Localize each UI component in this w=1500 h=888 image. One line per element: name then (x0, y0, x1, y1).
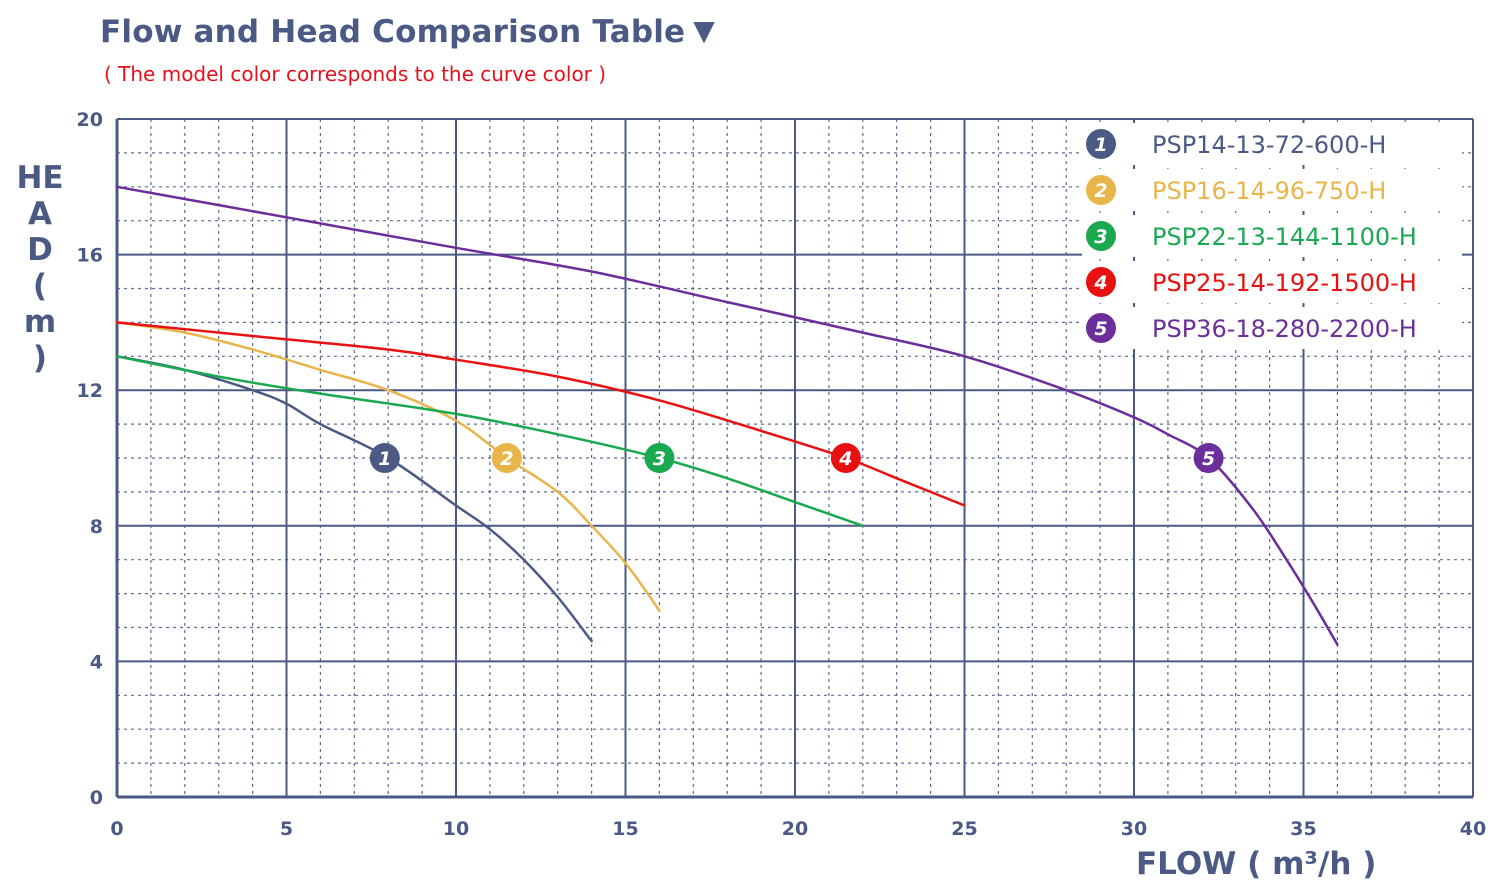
legend-marker-number-3: 3 (1094, 226, 1107, 248)
series-marker-number-1: 1 (378, 448, 391, 470)
series-marker-number-2: 2 (500, 448, 513, 470)
x-tick-label: 30 (1121, 818, 1147, 840)
legend-marker-number-1: 1 (1094, 134, 1107, 156)
legend-item-bg-1 (1082, 123, 1462, 165)
series-marker-4 (830, 443, 861, 473)
y-tick-label: 8 (90, 516, 103, 538)
legend-label-5: PSP36-18-280-2200-H (1152, 315, 1417, 343)
series-line-5 (115, 185, 1339, 646)
series-marker-5 (1193, 443, 1224, 473)
grid-major (115, 118, 1474, 799)
legend-item-bg-4 (1082, 261, 1462, 303)
x-tick-label: 40 (1460, 818, 1486, 840)
x-axis-label: FLOW ( m³/h ) (1136, 846, 1377, 882)
x-tick-label: 0 (110, 818, 123, 840)
y-axis-label: HEAD ( m ) (16, 160, 64, 376)
series-number-labels: 1 2 3 4 5 (369, 443, 1224, 473)
legend-marker-3 (1086, 221, 1116, 251)
legend-marker-1 (1086, 129, 1116, 159)
y-tick-label: 0 (90, 787, 103, 809)
series-marker-1 (369, 443, 400, 473)
series-marker-number-4: 4 (838, 448, 852, 470)
chart-subtitle: ( The model color corresponds to the cur… (104, 62, 607, 86)
x-tick-label: 25 (951, 818, 977, 840)
y-tick-label: 4 (90, 651, 103, 673)
chart-title-text: Flow and Head Comparison Table (100, 14, 686, 50)
x-tick-label: 35 (1290, 818, 1316, 840)
legend-item-bg-3 (1082, 215, 1462, 257)
chart-title: Flow and Head Comparison Table ▼ (100, 14, 715, 50)
legend-item-bg-2 (1082, 169, 1462, 211)
legend: 1 PSP14-13-72-600-H 2 PSP16-14-96-750-H 3 PSP… (1082, 123, 1462, 349)
series-marker-number-3: 3 (653, 448, 666, 470)
legend-label-3: PSP22-13-144-1100-H (1152, 223, 1417, 251)
legend-item-bg-5 (1082, 307, 1462, 349)
legend-marker-2 (1086, 175, 1116, 205)
x-tick-label: 10 (443, 818, 469, 840)
series-marker-3 (644, 443, 675, 473)
legend-marker-number-4: 4 (1093, 272, 1107, 294)
x-tick-label: 15 (612, 818, 638, 840)
series-line-4 (115, 321, 966, 507)
triangle-down-icon: ▼ (693, 14, 716, 47)
legend-marker-number-2: 2 (1094, 180, 1107, 202)
legend-marker-4 (1086, 267, 1116, 297)
series-line-2 (115, 321, 661, 612)
series-line-3 (115, 355, 865, 528)
legend-marker-5 (1086, 313, 1116, 343)
legend-marker-number-5: 5 (1094, 318, 1107, 340)
y-tick-label: 16 (77, 245, 103, 267)
series-curves (115, 185, 1339, 646)
series-marker-number-5: 5 (1202, 448, 1215, 470)
legend-label-2: PSP16-14-96-750-H (1152, 177, 1386, 205)
legend-label-4: PSP25-14-192-1500-H (1152, 269, 1417, 297)
x-tick-label: 20 (782, 818, 808, 840)
series-marker-2 (491, 443, 522, 473)
y-tick-label: 12 (77, 380, 103, 402)
y-tick-label: 20 (77, 109, 103, 131)
x-tick-label: 5 (280, 818, 293, 840)
legend-label-1: PSP14-13-72-600-H (1152, 131, 1386, 159)
